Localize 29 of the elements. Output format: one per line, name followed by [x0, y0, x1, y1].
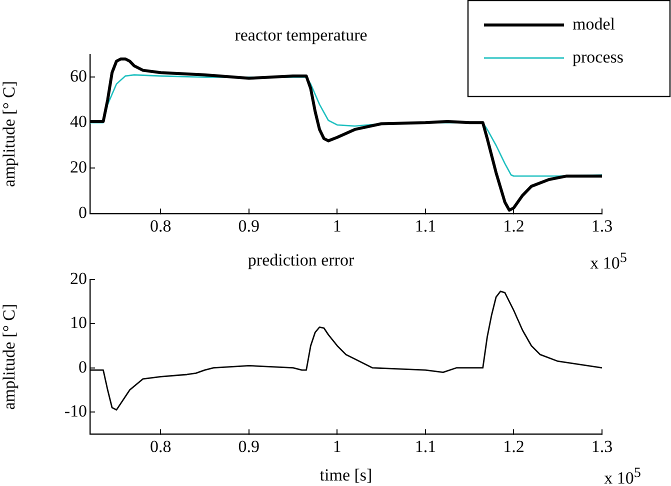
y-tick-label: 40	[70, 112, 87, 132]
legend-label: model	[572, 14, 616, 34]
y-axis-title: amplitude [° C]	[0, 304, 19, 410]
y-tick-label: 0	[78, 357, 87, 376]
x-tick-label: 0.8	[150, 216, 172, 236]
text: x 10$^{5}$	[590, 250, 627, 274]
x-tick-label: 1.3	[591, 216, 613, 236]
y-tick-label: 20	[70, 268, 87, 288]
text: x 10$^{5}$	[604, 465, 641, 486]
x-axis-title: time [s]	[320, 465, 372, 484]
x-tick-label: 0.9	[238, 216, 260, 236]
x-tick-label: 0.9	[238, 436, 260, 456]
x-tick-label: 1.3	[591, 436, 613, 456]
x-tick-label: 1.1	[414, 436, 436, 456]
x-tick-label: 1	[332, 216, 342, 236]
x-tick-label: 0.8	[150, 436, 172, 456]
y-axis-title: amplitude [° C]	[0, 81, 19, 187]
y-tick-label: 60	[70, 66, 87, 86]
y-tick-label: 20	[70, 158, 87, 177]
y-tick-label: 10	[70, 313, 87, 332]
y-tick-label: -10	[64, 402, 87, 421]
x-tick-label: 1.2	[503, 436, 524, 456]
chart-title: reactor temperature	[234, 26, 368, 45]
y-tick-label: 0	[78, 203, 87, 222]
x-tick-label: 1	[332, 436, 342, 456]
chart-title: prediction error	[248, 250, 354, 270]
legend-label: process	[572, 47, 624, 66]
x-tick-label: 1.1	[414, 216, 436, 236]
x-tick-label: 1.2	[503, 216, 524, 236]
